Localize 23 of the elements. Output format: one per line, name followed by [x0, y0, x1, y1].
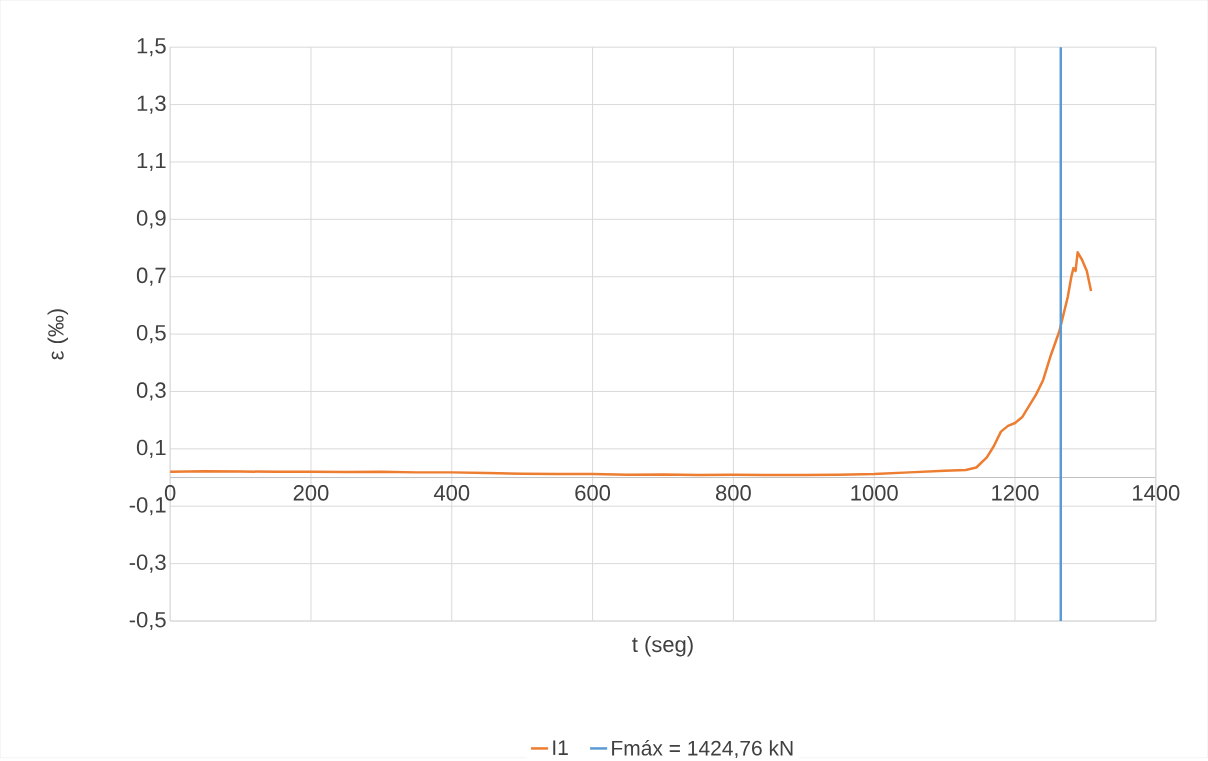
x-tick-label: 600 — [575, 485, 611, 501]
x-tick-label: 1400 — [1133, 485, 1180, 501]
y-tick-label: 1,5 — [137, 38, 166, 57]
y-tick-label: -0,1 — [129, 497, 166, 516]
legend-label: Fmáx = 1424,76 kN — [612, 740, 793, 759]
y-tick-label: 1,3 — [137, 95, 166, 114]
y-axis-title: ε (‰) — [47, 309, 69, 360]
x-axis-title: t (seg) — [632, 636, 693, 657]
y-tick-label: 0,1 — [136, 439, 166, 458]
y-tick-label: 0,5 — [136, 325, 166, 344]
legend-label: I1 — [553, 740, 568, 755]
x-tick-label: 0 — [164, 485, 176, 501]
x-tick-label: 400 — [433, 485, 470, 501]
x-tick-label: 1000 — [851, 485, 898, 501]
x-tick-label: 200 — [293, 485, 329, 501]
y-tick-label: -0,3 — [129, 554, 166, 573]
y-tick-label: 0,9 — [136, 210, 166, 229]
x-tick-label: 1200 — [992, 485, 1039, 501]
y-tick-label: 0,7 — [136, 267, 166, 286]
y-tick-label: 0,3 — [136, 382, 166, 401]
x-tick-label: 800 — [716, 485, 751, 501]
y-tick-label: -0,5 — [129, 611, 166, 631]
y-tick-label: 1,1 — [137, 153, 166, 171]
